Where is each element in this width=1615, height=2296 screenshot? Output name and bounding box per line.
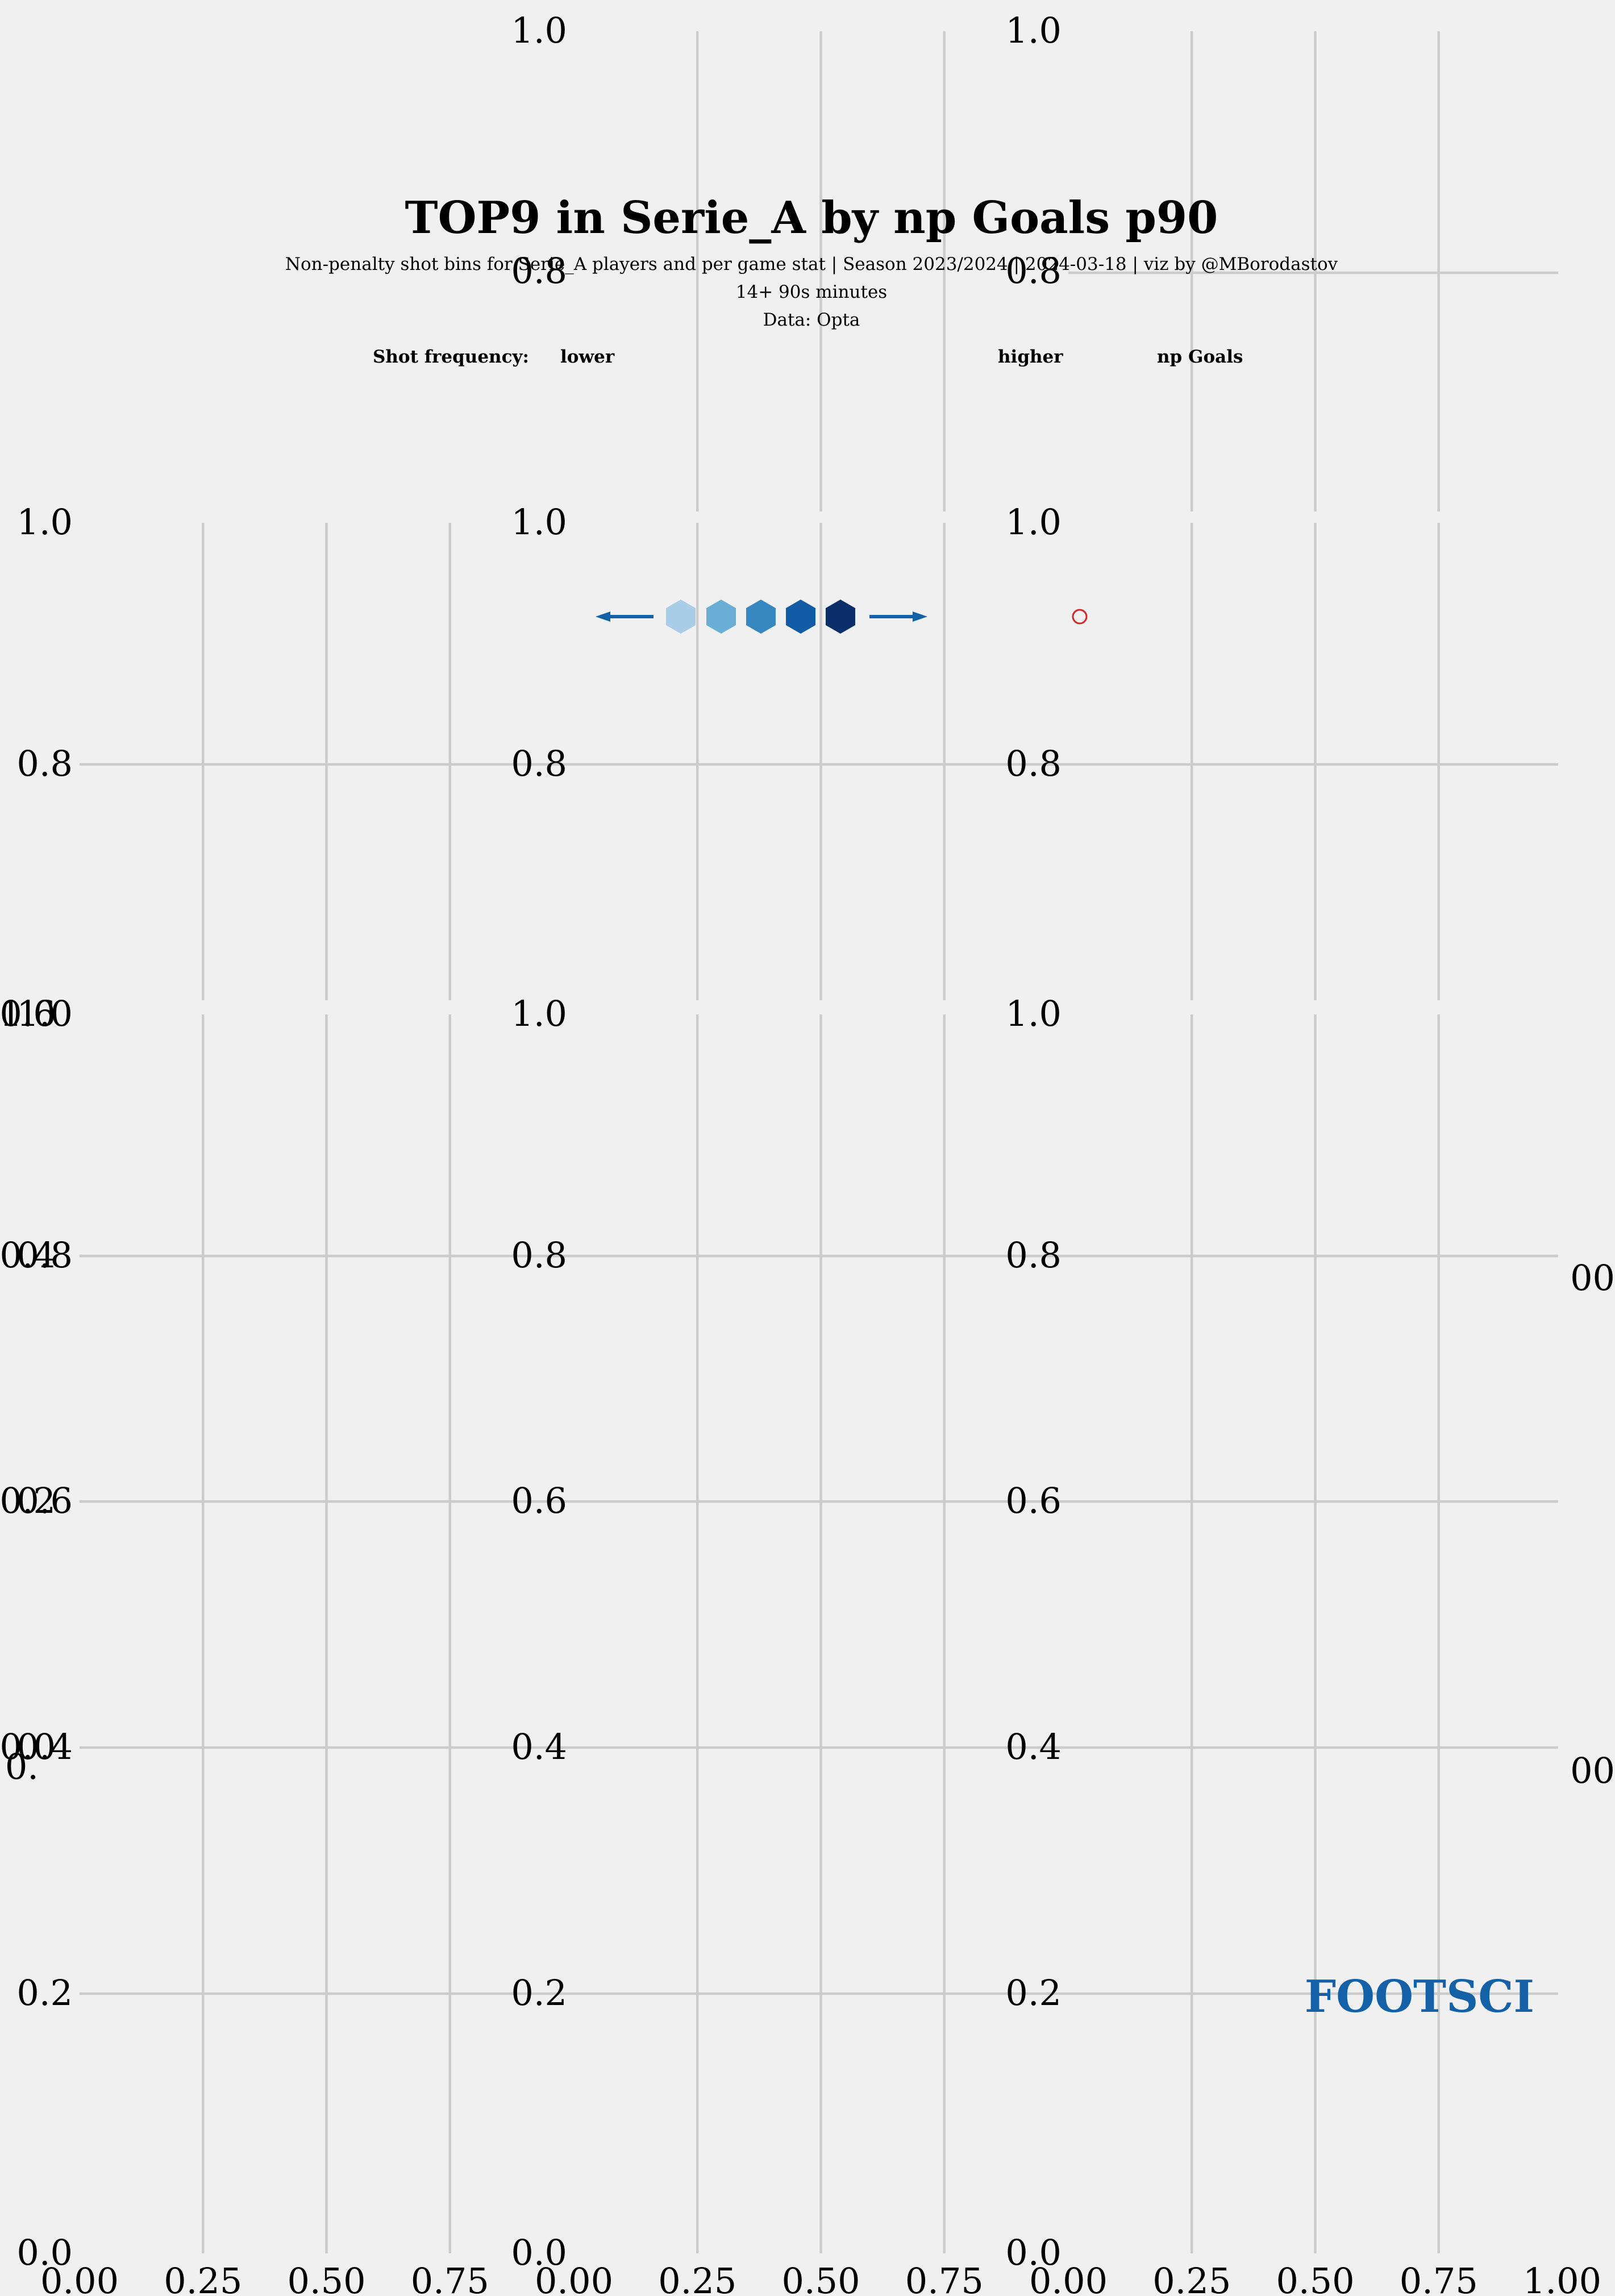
y-tick-label: 0.0 bbox=[16, 2232, 73, 2273]
legend-hexagon bbox=[706, 600, 736, 634]
y-tick-label: 0.2 bbox=[511, 1972, 567, 2014]
tick-label-fragment: 0.0 bbox=[0, 1726, 56, 1767]
x-tick-label: 0.75 bbox=[1400, 2260, 1478, 2296]
y-tick-label: 0.6 bbox=[1005, 1480, 1062, 1521]
tick-label-fragment: 0. bbox=[5, 1746, 39, 1787]
legend-higher-label: higher bbox=[998, 347, 1063, 367]
y-tick-label: 1.0 bbox=[511, 10, 567, 51]
x-tick-label: 0.25 bbox=[658, 2260, 736, 2296]
minutes-note: 14+ 90s minutes bbox=[736, 282, 887, 302]
y-tick-label: 0.8 bbox=[1005, 743, 1062, 784]
y-tick-label: 0.8 bbox=[16, 743, 73, 784]
y-tick-label: 0.4 bbox=[16, 1726, 73, 1767]
legend-hexagon bbox=[666, 600, 696, 634]
legend-arrowhead bbox=[913, 612, 927, 622]
legend-arrowhead bbox=[596, 612, 610, 622]
tick-label-fragment: 0.2 bbox=[0, 1480, 56, 1521]
x-tick-label: 0.25 bbox=[1152, 2260, 1231, 2296]
grid-layer bbox=[80, 31, 1558, 2253]
chart-title: TOP9 in Serie_A by np Goals p90 bbox=[405, 192, 1218, 244]
y-tick-label: 0.4 bbox=[511, 1726, 567, 1767]
x-tick-label: 0.00 bbox=[40, 2260, 119, 2296]
x-tick-label: 0.00 bbox=[535, 2260, 613, 2296]
y-tick-label: 0.8 bbox=[16, 1234, 73, 1276]
tick-label-fragment: 0.6 bbox=[0, 993, 56, 1034]
x-tick-label: 0.00 bbox=[1029, 2260, 1108, 2296]
frequency-legend bbox=[596, 600, 1088, 634]
data-source: Data: Opta bbox=[763, 310, 860, 330]
x-tick-label: 0.25 bbox=[164, 2260, 242, 2296]
brand-logo: FOOTSCI bbox=[1305, 1971, 1534, 2023]
y-tick-label: 0.8 bbox=[511, 743, 567, 784]
y-tick-label: 0.8 bbox=[511, 250, 567, 292]
y-tick-label: 0.0 bbox=[511, 2232, 567, 2273]
legend-hexagon bbox=[826, 600, 855, 634]
y-tick-label: 0.6 bbox=[511, 1480, 567, 1521]
y-tick-label: 0.2 bbox=[1005, 1972, 1062, 2014]
y-tick-label: 0.8 bbox=[511, 1234, 567, 1276]
y-tick-label: 1.0 bbox=[16, 501, 73, 543]
x-tick-label: 0.75 bbox=[905, 2260, 984, 2296]
legend-stat-marker bbox=[1072, 609, 1088, 625]
y-tick-label: 0.8 bbox=[1005, 250, 1062, 292]
y-tick-label: 1.0 bbox=[511, 993, 567, 1034]
y-tick-label: 1.0 bbox=[1005, 501, 1062, 543]
y-tick-label: 0.0 bbox=[1005, 2232, 1062, 2273]
tick-label-fragment: 1.0 bbox=[0, 993, 56, 1034]
legend-lower-label: lower bbox=[560, 347, 615, 367]
x-tick-label: 0.50 bbox=[781, 2260, 860, 2296]
y-tick-label: 0.6 bbox=[16, 1480, 73, 1521]
y-tick-label: 1.0 bbox=[1005, 993, 1062, 1034]
x-tick-label: 1.00 bbox=[1523, 2260, 1601, 2296]
y-tick-label: 1.0 bbox=[511, 501, 567, 543]
x-tick-label: 0.75 bbox=[411, 2260, 489, 2296]
y-tick-label: 0.2 bbox=[16, 1972, 73, 2014]
legend-hexagon bbox=[786, 600, 815, 634]
tick-label-fragment: 0.4 bbox=[0, 1234, 56, 1276]
y-tick-label: 1.0 bbox=[16, 993, 73, 1034]
tick-label-fragment: 00 bbox=[1570, 1750, 1615, 1791]
y-tick-label: 0.4 bbox=[1005, 1726, 1062, 1767]
tick-layer: 0.81.00.81.00.81.00.81.00.81.00.00.20.40… bbox=[0, 10, 1615, 2296]
x-tick-label: 0.50 bbox=[287, 2260, 365, 2296]
shot-frequency-label: Shot frequency: bbox=[373, 347, 529, 367]
x-tick-label: 0.50 bbox=[1276, 2260, 1354, 2296]
chart-subtitle: Non-penalty shot bins for Serie_A player… bbox=[285, 254, 1338, 274]
y-tick-label: 0.8 bbox=[1005, 1234, 1062, 1276]
legend-stat-label: np Goals bbox=[1157, 347, 1243, 367]
y-tick-label: 1.0 bbox=[1005, 10, 1062, 51]
tick-label-fragment: 00 bbox=[1570, 1257, 1615, 1299]
legend-hexagon bbox=[746, 600, 776, 634]
